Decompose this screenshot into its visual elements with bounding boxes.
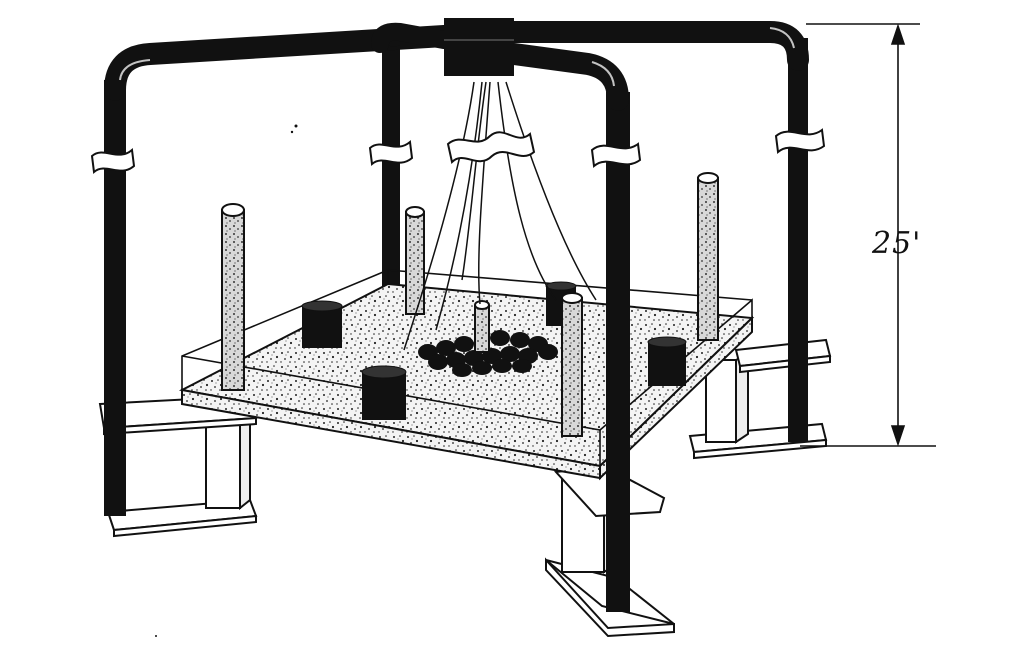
central-hub [444, 18, 514, 76]
pile-cap-right [647, 336, 687, 386]
pile-group [418, 330, 558, 377]
pile-cap-back-left [301, 300, 343, 348]
post-back-right [788, 38, 808, 442]
dimension-arrow [800, 23, 936, 447]
post-break-marks [90, 128, 826, 174]
post-front-left [104, 80, 126, 516]
center-pile [474, 300, 490, 353]
post-back-left [382, 36, 400, 310]
pile-cap-front [361, 365, 407, 420]
pipe-highlights [119, 27, 795, 87]
pile-front [561, 292, 583, 437]
stray-marks [155, 124, 298, 637]
cable-break-marks [446, 131, 536, 164]
pile-left [221, 203, 245, 391]
suspended-cables [403, 81, 597, 351]
pile-right [697, 172, 719, 341]
post-front-right [606, 92, 630, 612]
dimension-label: 25' [872, 226, 922, 261]
